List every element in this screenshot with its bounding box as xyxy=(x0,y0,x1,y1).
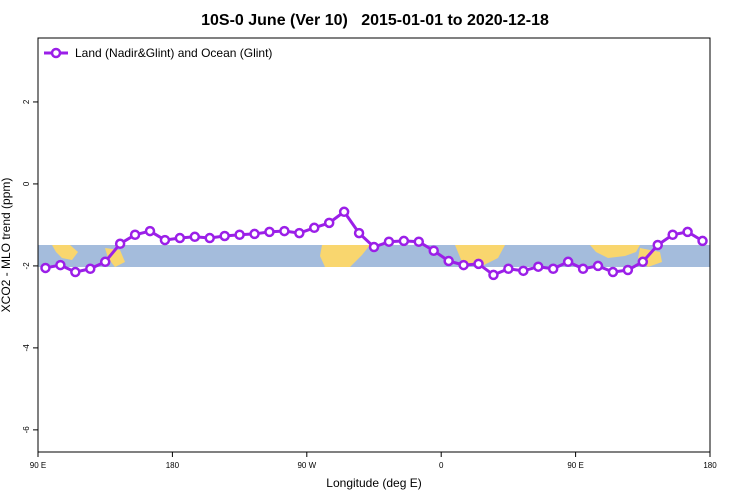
x-tick-label: 90 E xyxy=(30,461,46,470)
data-point xyxy=(383,236,395,247)
data-point xyxy=(55,259,66,271)
data-point xyxy=(473,258,484,270)
data-point xyxy=(219,230,230,242)
y-tick-label: 2 xyxy=(22,99,31,104)
data-point xyxy=(353,227,365,239)
data-point xyxy=(189,231,201,243)
x-axis-label: Longitude (deg E) xyxy=(326,476,421,490)
data-point xyxy=(547,263,559,275)
data-point xyxy=(458,259,469,271)
map-band xyxy=(38,245,710,267)
data-point xyxy=(338,206,350,218)
land xyxy=(105,248,125,267)
data-point xyxy=(368,241,380,253)
data-point xyxy=(592,260,604,272)
legend-label: Land (Nadir&Glint) and Ocean (Glint) xyxy=(75,46,272,60)
data-point xyxy=(85,263,96,275)
y-axis-label: XCO2 - MLO trend (ppm) xyxy=(0,178,13,313)
data-point xyxy=(129,229,141,241)
data-point xyxy=(652,239,663,251)
data-point xyxy=(533,261,544,272)
data-point xyxy=(622,264,634,276)
y-tick-label: -6 xyxy=(22,426,31,434)
data-point xyxy=(518,265,529,277)
data-point xyxy=(577,263,589,275)
data-point xyxy=(607,266,619,278)
data-point xyxy=(114,238,126,250)
land xyxy=(455,245,505,267)
y-tick-label: -2 xyxy=(22,262,31,270)
data-point xyxy=(323,217,335,229)
land xyxy=(52,245,78,260)
data-point xyxy=(234,229,245,241)
chart-title: 10S-0 June (Ver 10) 2015-01-01 to 2020-1… xyxy=(201,12,549,29)
data-point xyxy=(264,226,275,238)
data-point xyxy=(174,232,186,244)
x-tick-label: 90 W xyxy=(297,461,316,470)
x-tick-label: 180 xyxy=(166,461,180,470)
data-point xyxy=(249,228,260,240)
x-tick-label: 90 E xyxy=(567,461,583,470)
data-point xyxy=(279,225,290,237)
data-point xyxy=(99,256,111,268)
data-point xyxy=(40,262,51,274)
data-point xyxy=(294,227,305,239)
legend-marker xyxy=(50,47,62,59)
y-tick-label: 0 xyxy=(22,181,31,186)
data-point xyxy=(159,234,171,246)
y-tick-label: -4 xyxy=(22,344,31,352)
land xyxy=(320,245,370,267)
data-point xyxy=(697,235,708,247)
data-point xyxy=(488,269,499,281)
data-point xyxy=(309,222,320,234)
data-point xyxy=(70,266,81,278)
data-point xyxy=(144,225,156,237)
data-point xyxy=(682,226,693,238)
x-tick-label: 0 xyxy=(439,461,444,470)
data-point xyxy=(428,245,439,256)
data-point xyxy=(637,256,649,268)
x-tick-label: 180 xyxy=(703,461,717,470)
data-point xyxy=(562,256,574,268)
data-point xyxy=(413,236,425,247)
data-point xyxy=(443,255,454,267)
data-point xyxy=(503,263,514,275)
land xyxy=(590,245,640,258)
data-point xyxy=(204,232,215,244)
data-point xyxy=(398,235,410,247)
data-point xyxy=(667,229,678,241)
ocean xyxy=(38,245,710,267)
